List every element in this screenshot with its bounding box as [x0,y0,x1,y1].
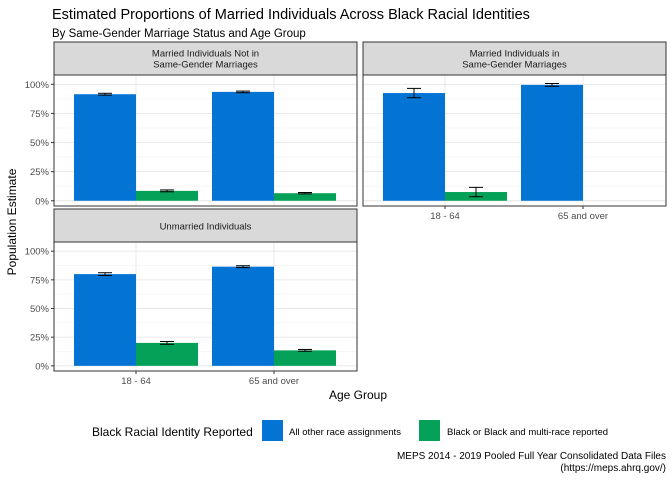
x-axis-title: Age Group [329,388,387,402]
legend-title: Black Racial Identity Reported [92,425,253,439]
y-tick-label: 50% [30,138,50,149]
legend-key [419,420,440,441]
y-axis-title: Population Estimate [5,168,19,275]
legend-label: All other race assignments [289,427,401,438]
bar [212,91,274,201]
y-tick-label: 25% [30,167,50,178]
x-tick-label: 65 and over [249,376,299,387]
bar [74,94,136,201]
facet-strip [362,41,667,76]
caption-line-2: (https://meps.ahrq.gov/) [560,463,666,474]
y-tick-label: 25% [30,333,50,344]
legend-label: Black or Black and multi-race reported [447,427,608,438]
y-tick-label: 50% [30,304,50,315]
facet-strip-label: Same-Gender Marriages [462,60,567,71]
panel-border [53,74,358,207]
legend-key [262,420,283,441]
bar [521,84,583,201]
facet-panel: Unmarried Individuals 0% 25% 50% 75% 100% 18 -… [25,208,358,387]
legend: All other race assignments Black or Black… [262,420,608,441]
x-tick-label: 18 - 64 [121,376,151,387]
bar [383,93,445,201]
facet-strip [53,208,358,243]
x-tick-label: 65 and over [558,211,608,222]
facet-strip-label: Married Individuals Not in [152,49,259,60]
y-tick-label: 0% [35,361,49,372]
panel-border [362,74,667,207]
bar [212,266,274,366]
y-tick-label: 75% [30,275,50,286]
bar [274,350,336,366]
bar [274,193,336,201]
y-tick-label: 75% [30,109,50,120]
panel-border [53,241,358,372]
facet-strip-label: Married Individuals in [470,49,560,60]
x-tick-label: 18 - 64 [430,211,460,222]
y-tick-label: 100% [25,247,50,258]
y-tick-label: 0% [35,196,49,207]
facet-strip-label: Unmarried Individuals [160,222,252,233]
chart-subtitle: By Same-Gender Marriage Status and Age G… [52,28,306,40]
caption-line-1: MEPS 2014 - 2019 Pooled Full Year Consol… [397,451,666,462]
bar [74,274,136,366]
facet-strip [53,41,358,76]
facet-strip-label: Same-Gender Marriages [153,60,258,71]
bar [136,190,198,201]
y-tick-label: 100% [25,80,50,91]
chart-title: Estimated Proportions of Married Individ… [52,7,530,23]
bar [136,342,198,366]
